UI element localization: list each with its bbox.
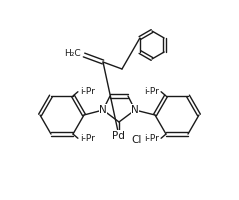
Text: i-Pr: i-Pr <box>144 134 159 143</box>
Text: N: N <box>99 105 107 115</box>
Text: Pd: Pd <box>112 131 125 141</box>
Text: i-Pr: i-Pr <box>80 87 95 96</box>
Text: N: N <box>131 105 139 115</box>
Text: Cl: Cl <box>131 135 141 145</box>
Text: i-Pr: i-Pr <box>80 134 95 143</box>
Text: H₂C: H₂C <box>64 49 81 58</box>
Text: i-Pr: i-Pr <box>144 87 159 96</box>
